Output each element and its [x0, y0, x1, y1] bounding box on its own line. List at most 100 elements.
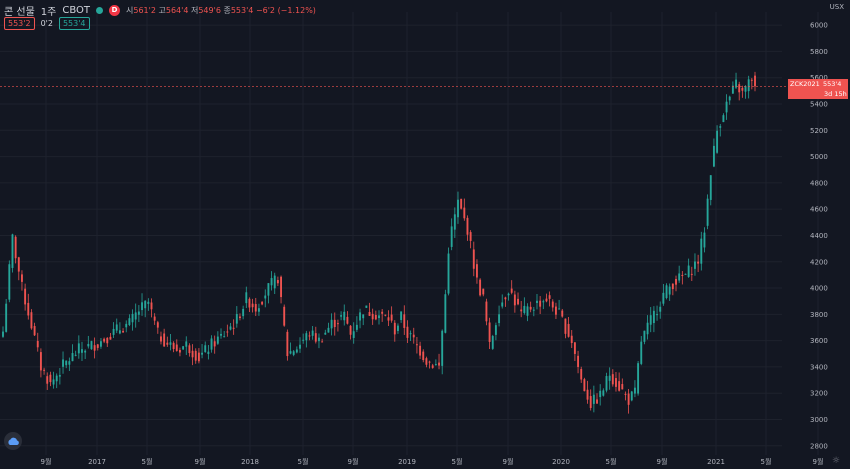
candle-body [223, 336, 226, 338]
candle-body [712, 145, 715, 167]
candle-body [299, 344, 301, 349]
candle-body [340, 315, 343, 317]
candle-body [431, 365, 434, 368]
candle-body [510, 288, 513, 293]
last-price-value: 553'4 [823, 80, 842, 88]
candle-body [731, 85, 734, 94]
sell-button[interactable]: 553'2 [4, 17, 35, 30]
candle-body [248, 298, 251, 308]
candle-body [137, 311, 140, 315]
candle-body [112, 328, 115, 335]
candle-body [229, 326, 232, 330]
candle-body [441, 330, 444, 366]
candle-body [302, 339, 305, 341]
candle-body [257, 308, 260, 312]
currency-label[interactable]: USX [829, 3, 844, 11]
candle-body [390, 314, 393, 321]
cloud-icon [8, 437, 19, 445]
candle-body [652, 310, 655, 324]
candle-body [318, 337, 320, 342]
candle-body [409, 333, 412, 335]
candle-body [283, 306, 286, 326]
candle-body [74, 354, 77, 356]
candle-body [324, 332, 327, 335]
candle-body [144, 300, 147, 309]
candle-body [532, 309, 535, 311]
candle-body [242, 308, 245, 317]
candle-body [160, 336, 162, 342]
candle-body [65, 360, 68, 366]
candle-body [93, 345, 96, 351]
candle-body [687, 265, 690, 277]
x-tick-label: 2018 [241, 458, 259, 466]
settings-icon[interactable]: ☼ [831, 456, 840, 466]
candle-body [191, 350, 194, 358]
candle-body [27, 302, 30, 316]
chart-header: 콘 선물 1주 CBOT D 시561'2 고564'4 저549'6 종553… [4, 3, 316, 18]
candle-body [419, 345, 422, 356]
candle-body [586, 389, 589, 400]
high-label: 고 [158, 6, 166, 15]
x-tick-label: 9월 [348, 457, 359, 466]
x-tick-label: 9월 [813, 457, 824, 466]
candle-body [96, 344, 99, 348]
candle-body [754, 75, 756, 87]
x-tick-label: 9월 [503, 457, 514, 466]
candle-body [308, 335, 311, 337]
candle-body [321, 341, 324, 343]
candle-body [750, 79, 753, 81]
candle-body [14, 236, 17, 259]
candle-body [444, 294, 447, 333]
candle-body [656, 314, 658, 316]
low-label: 저 [190, 6, 199, 15]
candle-body [539, 300, 542, 307]
buy-button[interactable]: 553'4 [58, 17, 90, 30]
candle-body [276, 280, 279, 284]
candle-body [728, 96, 731, 101]
symbol-name[interactable]: 콘 선물 [4, 7, 35, 18]
candle-body [210, 338, 213, 350]
candle-body [163, 333, 166, 347]
x-tick-label: 2021 [707, 458, 725, 466]
candle-body [472, 249, 475, 269]
low-value: 549'6 [198, 6, 221, 15]
candle-body [513, 294, 516, 306]
x-tick-label: 2017 [88, 458, 106, 466]
candle-body [264, 295, 267, 299]
candle-body [453, 214, 456, 230]
x-tick-label: 9월 [195, 457, 206, 466]
candle-body [624, 393, 627, 395]
candle-body [706, 198, 709, 226]
candle-body [327, 327, 330, 333]
candle-body [662, 292, 665, 304]
candle-body [36, 340, 39, 348]
trade-buttons: 553'2 0'2 553'4 [4, 17, 90, 30]
candle-body [286, 331, 289, 357]
y-tick-label: 5800 [810, 48, 828, 56]
interval-label[interactable]: 1주 [40, 7, 57, 18]
candle-body [542, 301, 545, 303]
candle-body [744, 86, 747, 92]
candle-body [204, 345, 207, 353]
tradingview-logo[interactable] [4, 432, 22, 450]
y-tick-label: 3800 [810, 311, 828, 319]
y-tick-label: 4400 [810, 232, 828, 240]
candle-body [11, 234, 14, 268]
candle-body [580, 369, 583, 380]
open-label: 시 [126, 6, 134, 15]
candle-body [615, 378, 617, 387]
candle-body [665, 285, 668, 299]
candle-body [387, 317, 390, 321]
y-tick-label: 5000 [810, 153, 828, 161]
candle-body [640, 341, 643, 364]
candle-body [570, 335, 573, 344]
candle-body [81, 349, 83, 353]
candle-body [153, 316, 156, 321]
candle-body [292, 351, 295, 355]
candle-body [422, 351, 425, 361]
candle-body [17, 257, 20, 272]
candle-body [678, 273, 681, 281]
candle-body [8, 264, 11, 300]
candle-body [150, 302, 153, 310]
